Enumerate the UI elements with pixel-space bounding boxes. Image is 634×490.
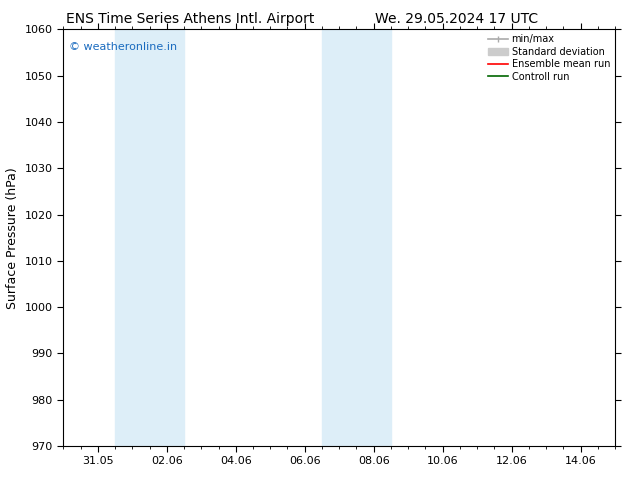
Legend: min/max, Standard deviation, Ensemble mean run, Controll run: min/max, Standard deviation, Ensemble me… — [488, 34, 610, 81]
Text: We. 29.05.2024 17 UTC: We. 29.05.2024 17 UTC — [375, 12, 538, 26]
Text: ENS Time Series Athens Intl. Airport: ENS Time Series Athens Intl. Airport — [66, 12, 314, 26]
Bar — [115, 29, 184, 446]
Text: © weatheronline.in: © weatheronline.in — [69, 42, 177, 52]
Y-axis label: Surface Pressure (hPa): Surface Pressure (hPa) — [6, 167, 19, 309]
Bar — [322, 29, 391, 446]
